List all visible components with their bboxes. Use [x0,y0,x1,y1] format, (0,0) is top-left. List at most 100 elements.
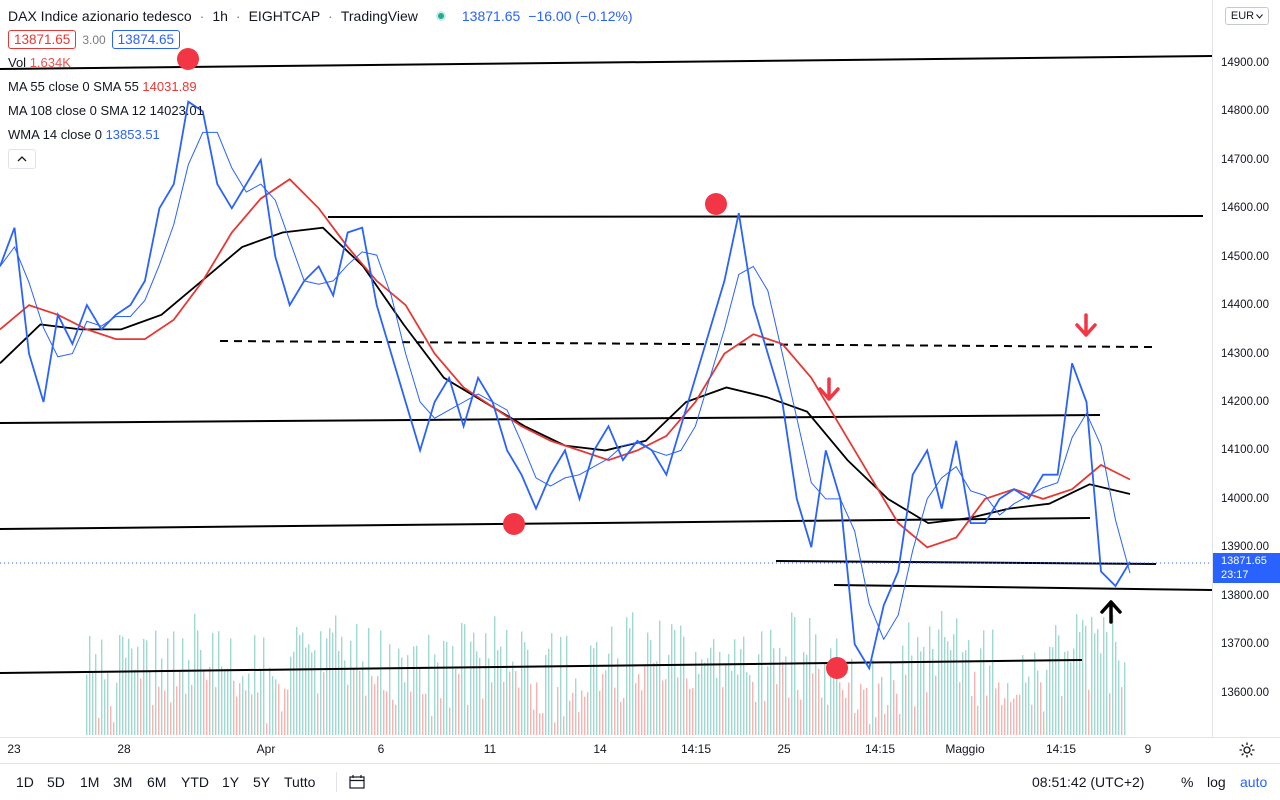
range-1y-button[interactable]: 1Y [222,774,240,790]
volume-bar [413,646,415,735]
ma108-line [0,226,1131,525]
clock[interactable]: 08:51:42 (UTC+2) [1032,774,1145,790]
volume-bar [770,629,772,735]
volume-bar [566,635,568,735]
percent-scale-button[interactable]: % [1181,774,1194,790]
volume-bar [182,638,184,735]
volume-bar [101,639,103,735]
volume-bar [653,662,655,735]
indicator-ma55[interactable]: MA 55 close 0 SMA 55 14031.89 [8,79,633,97]
volume-bar [239,683,241,735]
volume-bar [845,697,847,735]
volume-bar [404,682,406,735]
time-tick: 14:15 [680,742,712,756]
volume-bar [308,644,310,735]
volume-bar [749,674,751,735]
indicator-value: 14031.89 [142,79,197,94]
volume-bar [380,630,382,735]
volume-bar [1088,689,1090,735]
volume-bar [1052,647,1054,735]
range-ytd-button[interactable]: YTD [181,774,209,790]
volume-bar [224,668,226,735]
volume-bar [986,695,988,735]
range-5y-button[interactable]: 5Y [253,774,271,790]
price-chart[interactable] [0,0,1212,737]
volume-bar [140,678,142,735]
range-all-button[interactable]: Tutto [284,774,316,790]
price-tick: 14600.00 [1221,202,1269,215]
volume-bar [842,689,844,735]
indicator-wma14[interactable]: WMA 14 close 0 13853.51 [8,127,633,145]
volume-bar [872,659,874,735]
range-3m-button[interactable]: 3M [113,774,133,790]
volume-bar [329,628,331,735]
interval[interactable]: 1h [212,8,228,24]
price-tick: 13900.00 [1221,541,1269,554]
trendline [0,55,1212,70]
volume-bar [131,648,133,735]
volume-bar [359,670,361,735]
volume-bar [482,698,484,735]
volume-bar [245,690,247,735]
range-6m-button[interactable]: 6M [147,774,167,790]
sell-button[interactable]: 13871.65 [8,30,77,49]
collapse-legend-button[interactable] [8,149,36,169]
price-tick: 13700.00 [1221,638,1269,651]
volume-bar [272,676,274,735]
volume-bar [539,713,541,735]
currency-select[interactable]: EUR [1225,7,1269,25]
chart-area[interactable]: DAX Indice azionario tedesco · 1h · EIGH… [0,0,1212,737]
volume-bar [935,675,937,735]
volume-bar [89,635,91,735]
volume-bar [782,661,784,735]
volume-bar [461,623,463,735]
volume-bar [191,684,193,735]
market-status-icon[interactable] [435,11,446,21]
pivot-marker [177,48,199,70]
volume-bar [995,688,997,735]
volume-bar [410,691,412,735]
volume-bar [95,654,97,735]
symbol-name[interactable]: DAX Indice azionario tedesco [8,8,192,24]
trendline [327,215,1204,218]
indicator-ma108[interactable]: MA 108 close 0 SMA 12 14023.01 [8,103,633,121]
gear-icon[interactable] [1238,741,1256,759]
bottom-toolbar: 1D 5D 1M 3M 6M YTD 1Y 5Y Tutto 08:51:42 … [0,763,1280,800]
auto-scale-button[interactable]: auto [1240,774,1268,790]
range-1d-button[interactable]: 1D [16,774,34,790]
buy-button[interactable]: 13874.65 [111,30,180,49]
volume-bar [992,629,994,735]
volume-bar [1064,651,1066,735]
indicator-volume[interactable]: Vol 1.634K [8,55,633,73]
volume-bar [698,674,700,735]
volume-bar [155,630,157,735]
price-tick: 13800.00 [1221,589,1269,602]
volume-bar [758,654,760,735]
volume-bar [1043,711,1045,735]
volume-bar [137,646,139,735]
volume-bar [452,646,454,735]
volume-bar [371,675,373,735]
log-scale-button[interactable]: log [1207,774,1226,790]
drawn-trendlines[interactable] [0,55,1212,674]
volume-bar [515,670,517,735]
time-tick: 23 [7,742,21,756]
volume-bar [962,652,964,735]
volume-bar [296,626,298,735]
range-5d-button[interactable]: 5D [47,774,65,790]
volume-bar [1016,694,1018,735]
time-axis[interactable]: 23 28 Apr 6 11 14 14:15 25 14:15 Maggio 14:15 9 [0,737,1280,763]
volume-bars [86,611,1126,735]
volume-bar [947,641,949,735]
volume-bar [632,612,634,735]
volume-bar [431,716,433,735]
date-range-icon[interactable] [348,773,366,791]
price-axis[interactable]: EUR 14900.00 14800.00 14700.00 14600.00 1450… [1212,0,1280,737]
volume-bar [419,666,421,735]
range-1m-button[interactable]: 1M [80,774,100,790]
volume-bar [314,650,316,735]
volume-bar [542,713,544,735]
volume-bar [608,653,610,735]
symbol-title-row[interactable]: DAX Indice azionario tedesco · 1h · EIGH… [8,6,633,26]
volume-bar [788,697,790,735]
